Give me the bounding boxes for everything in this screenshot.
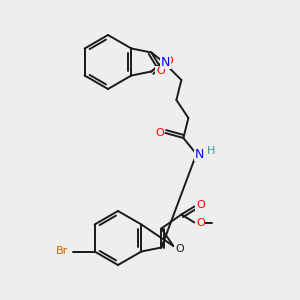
Text: O: O xyxy=(164,56,173,65)
Text: O: O xyxy=(196,218,205,227)
Text: N: N xyxy=(195,148,204,160)
Text: O: O xyxy=(156,67,165,76)
Text: O: O xyxy=(175,244,184,254)
Text: O: O xyxy=(196,200,205,211)
Text: H: H xyxy=(207,146,216,156)
Text: N: N xyxy=(161,56,170,68)
Text: O: O xyxy=(155,128,164,138)
Text: Br: Br xyxy=(56,247,68,256)
